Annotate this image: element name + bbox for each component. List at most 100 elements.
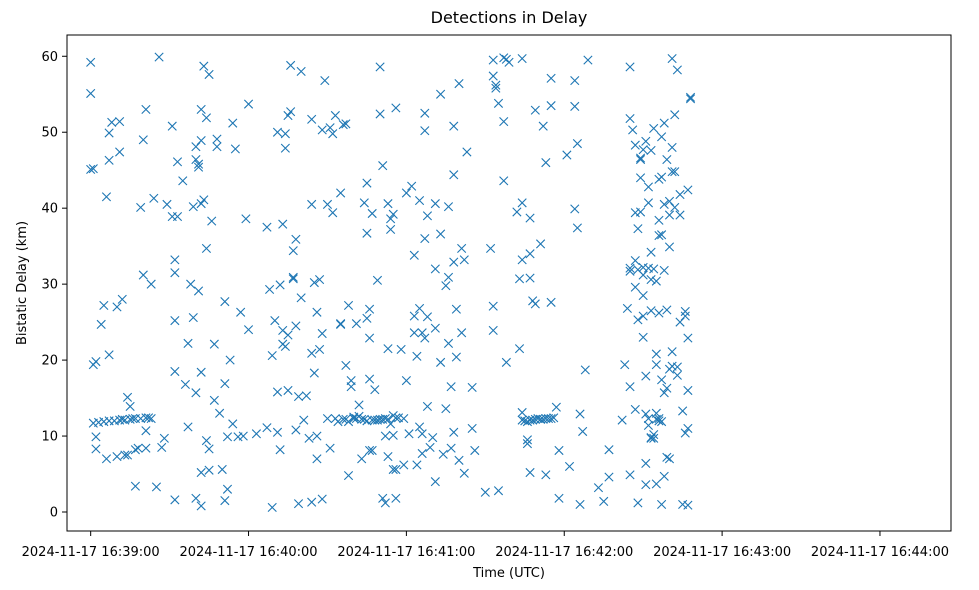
data-point <box>399 413 409 424</box>
data-point <box>128 413 138 424</box>
data-point <box>196 104 206 115</box>
data-point <box>436 357 446 367</box>
data-point <box>633 498 643 508</box>
data-point <box>493 486 504 496</box>
data-point <box>436 229 446 239</box>
data-point <box>541 470 551 480</box>
data-point <box>649 433 659 443</box>
data-point <box>359 414 369 424</box>
data-point <box>167 121 177 131</box>
data-point <box>593 483 604 493</box>
data-point <box>101 192 112 202</box>
data-point <box>662 305 672 315</box>
data-point <box>580 365 590 375</box>
data-point <box>272 387 283 397</box>
data-point <box>638 290 648 301</box>
data-point <box>178 176 188 186</box>
data-point <box>417 448 427 459</box>
data-point <box>599 496 609 506</box>
y-axis-label: Bistatic Delay (km) <box>15 221 30 345</box>
data-point <box>414 303 425 314</box>
data-point <box>625 62 635 72</box>
data-point <box>267 502 277 513</box>
data-point <box>236 307 246 317</box>
data-point <box>657 230 667 240</box>
y-tick-label: 20 <box>41 354 58 369</box>
data-point <box>657 172 667 182</box>
data-point <box>388 464 398 475</box>
data-point <box>204 444 214 454</box>
data-point <box>451 304 461 314</box>
data-point <box>293 391 304 402</box>
data-point <box>362 228 372 238</box>
data-point <box>659 388 669 398</box>
data-point <box>183 338 193 348</box>
plot-frame <box>66 34 952 532</box>
data-point <box>538 121 548 131</box>
data-point <box>325 443 335 453</box>
data-point <box>641 409 651 419</box>
data-point <box>649 264 659 274</box>
x-axis-label: Time (UTC) <box>472 566 545 581</box>
data-point <box>146 279 156 289</box>
data-point <box>133 443 143 453</box>
data-point <box>630 282 640 292</box>
data-point <box>154 52 164 62</box>
data-point <box>449 170 459 180</box>
data-point <box>638 311 648 321</box>
data-point <box>357 414 367 424</box>
data-point <box>199 61 209 71</box>
data-point <box>488 71 498 81</box>
data-point <box>183 422 193 432</box>
data-point <box>314 344 325 355</box>
data-point <box>312 431 322 441</box>
data-point <box>307 348 317 358</box>
data-point <box>470 445 480 456</box>
data-point <box>604 472 614 482</box>
data-point <box>204 69 214 80</box>
data-point <box>193 162 204 172</box>
data-point <box>375 109 385 119</box>
data-point <box>491 83 501 93</box>
data-point <box>646 247 656 257</box>
data-point <box>341 119 351 129</box>
data-point <box>409 250 419 260</box>
data-point <box>291 425 301 435</box>
y-tick-label: 60 <box>41 50 58 65</box>
y-tick-label: 30 <box>41 278 58 293</box>
data-point <box>443 272 454 282</box>
x-tick-label: 2024-11-17 16:39:00 <box>22 545 160 560</box>
data-point <box>525 467 535 478</box>
data-point <box>222 432 233 442</box>
data-point <box>675 317 685 327</box>
data-point <box>651 414 661 424</box>
data-point <box>191 142 201 152</box>
data-point <box>683 423 693 434</box>
x-tick-label: 2024-11-17 16:40:00 <box>179 545 317 560</box>
y-tick-label: 0 <box>50 506 58 521</box>
data-point <box>396 344 406 355</box>
data-point <box>625 263 635 273</box>
data-point <box>162 199 172 209</box>
data-point <box>86 164 96 175</box>
data-point <box>157 442 167 453</box>
data-point <box>204 465 214 475</box>
data-point <box>420 126 430 136</box>
data-point <box>328 208 338 218</box>
data-point <box>230 144 240 154</box>
data-point <box>380 431 390 441</box>
data-point <box>122 392 133 402</box>
data-point <box>283 385 293 396</box>
data-point <box>220 379 230 389</box>
data-point <box>570 204 580 214</box>
data-point <box>549 413 559 423</box>
data-point <box>643 182 654 192</box>
data-point <box>657 375 667 385</box>
data-point <box>251 429 262 439</box>
data-point <box>525 213 535 223</box>
data-point <box>201 113 212 123</box>
data-point <box>196 467 206 478</box>
data-point <box>112 451 122 462</box>
data-point <box>272 427 283 437</box>
data-point <box>662 452 672 462</box>
